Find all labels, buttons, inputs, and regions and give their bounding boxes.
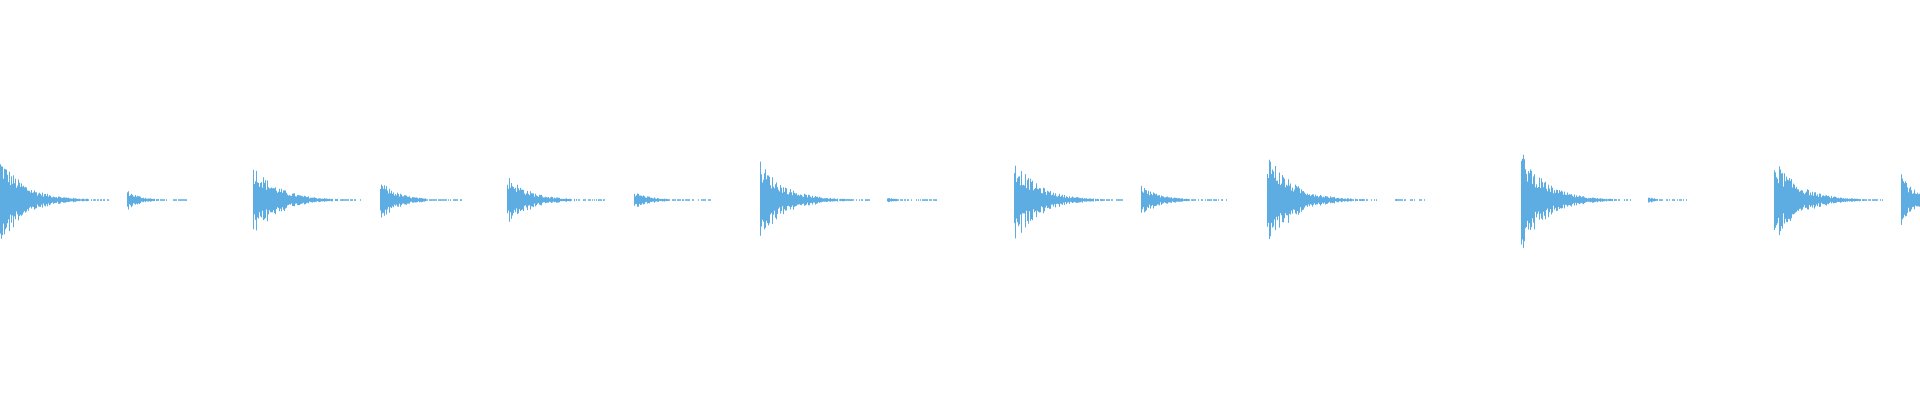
waveform-samples [1901, 174, 1920, 225]
drum-hit-waveform [380, 184, 462, 218]
drum-hit-waveform [1014, 165, 1123, 239]
waveform-samples [1774, 166, 1883, 236]
waveform-samples [1521, 154, 1631, 249]
drum-hit-waveform [507, 178, 605, 222]
drum-hit-waveform [1901, 174, 1920, 225]
waveform-samples [1141, 185, 1227, 213]
drum-hit-waveform [887, 198, 937, 203]
waveform-samples [0, 164, 109, 239]
drum-hit-waveform [1774, 166, 1883, 236]
drum-hit-waveform [1267, 159, 1377, 240]
drum-hit-waveform [1141, 185, 1227, 213]
waveform-samples [127, 191, 187, 210]
waveform-samples [887, 198, 937, 203]
waveform-samples [634, 193, 711, 207]
waveform-samples [1395, 198, 1425, 202]
drum-hit-waveform [1648, 197, 1687, 203]
drum-hit-waveform [760, 161, 870, 236]
drum-hit-waveform [634, 193, 711, 207]
drum-hit-waveform [253, 169, 361, 231]
drum-hit-waveform [0, 164, 109, 239]
drum-hit-waveform [1521, 154, 1631, 249]
waveform-samples [1267, 159, 1377, 240]
waveform-samples [380, 184, 462, 218]
waveform-samples [253, 169, 361, 231]
drum-hit-waveform [1395, 198, 1425, 202]
drum-hit-waveform [127, 191, 187, 210]
waveform-samples [1648, 197, 1687, 203]
waveform-samples [1014, 165, 1123, 239]
waveform-samples [507, 178, 605, 222]
waveform-samples [760, 161, 870, 236]
